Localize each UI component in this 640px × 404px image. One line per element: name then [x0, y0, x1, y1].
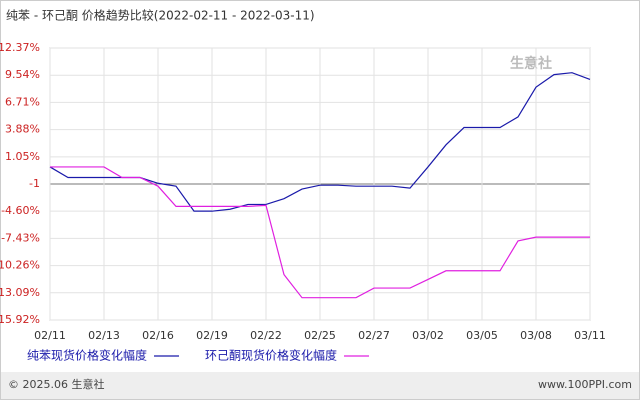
- x-tick-label: 02/13: [88, 329, 120, 342]
- y-tick-label: 12.37%: [0, 41, 40, 54]
- y-tick-label: -15.92%: [0, 313, 40, 326]
- footer-band: [1, 372, 639, 399]
- legend-label: 环己酮现货价格变化幅度: [205, 348, 337, 363]
- footer-left: © 2025.06 生意社: [8, 377, 104, 391]
- x-tick-label: 03/02: [412, 329, 444, 342]
- x-tick-label: 02/19: [196, 329, 228, 342]
- y-tick-label: 6.71%: [5, 95, 40, 108]
- x-tick-label: 03/08: [520, 329, 552, 342]
- chart-title: 纯苯 - 环己酮 价格趋势比较(2022-02-11 - 2022-03-11): [6, 8, 315, 23]
- y-tick-label: -10.26%: [0, 259, 40, 272]
- y-tick-label: 1.05%: [5, 150, 40, 163]
- footer-right: www.100PPI.com: [538, 378, 632, 391]
- y-tick-label: -13.09%: [0, 286, 40, 299]
- y-tick-label: 9.54%: [5, 68, 40, 81]
- x-tick-label: 02/25: [304, 329, 336, 342]
- x-tick-label: 03/05: [466, 329, 498, 342]
- y-tick-label: -1: [29, 177, 40, 190]
- x-tick-label: 02/16: [142, 329, 174, 342]
- legend-label: 纯苯现货价格变化幅度: [27, 348, 147, 363]
- x-tick-label: 02/27: [358, 329, 390, 342]
- x-tick-label: 03/11: [574, 329, 606, 342]
- y-tick-label: 3.88%: [5, 123, 40, 136]
- x-tick-label: 02/22: [250, 329, 282, 342]
- watermark: 生意社: [510, 55, 552, 72]
- series-line: [50, 166, 590, 299]
- x-tick-label: 02/11: [34, 329, 66, 342]
- y-tick-label: -4.60%: [1, 204, 40, 217]
- y-tick-label: -7.43%: [1, 231, 40, 244]
